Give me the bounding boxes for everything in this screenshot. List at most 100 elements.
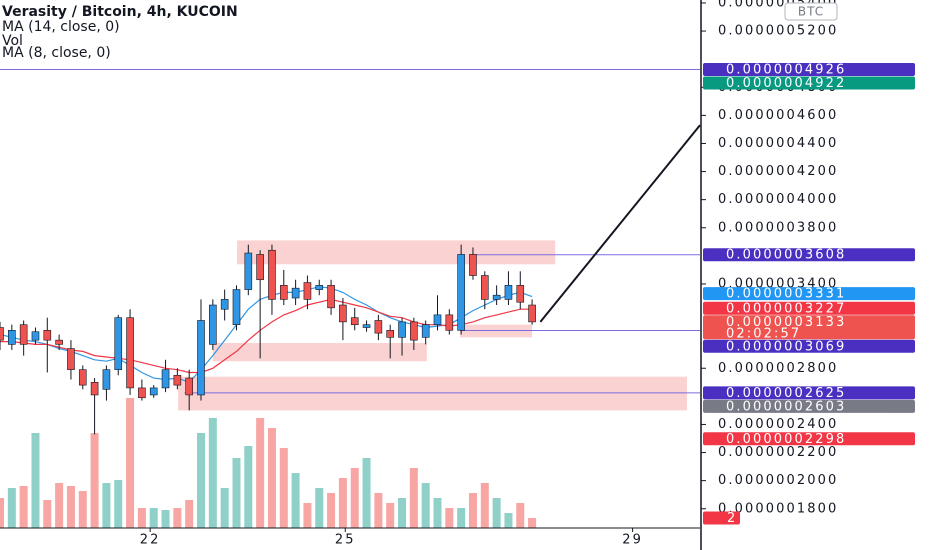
legend-entry: Vol — [2, 33, 23, 49]
y-tick-label: 0.0000002200 — [718, 445, 838, 460]
price-badge — [703, 287, 915, 301]
currency-badge — [784, 2, 838, 21]
candle-body — [279, 285, 288, 300]
candle-body — [90, 382, 99, 396]
candle-body — [339, 304, 347, 323]
candle-body — [0, 327, 4, 341]
volume-bar — [197, 433, 206, 528]
ma-line — [0, 298, 533, 374]
candle-body — [516, 285, 525, 303]
volume-bar — [374, 493, 383, 528]
price-badge-label: 0.0000004922 — [726, 76, 846, 91]
candle-body — [492, 294, 501, 300]
candle-body — [362, 324, 371, 328]
candle-body — [244, 252, 253, 290]
price-badge-label: 0.0000003608 — [726, 248, 846, 263]
volume-bar — [126, 398, 135, 528]
price-badge-label: 0.0000002603 — [726, 399, 846, 414]
candle-body — [480, 275, 489, 300]
y-tick-label: 0.0000002800 — [718, 361, 838, 376]
volume-bar — [149, 508, 158, 528]
candle-body — [232, 289, 241, 325]
candle-body — [374, 320, 383, 334]
candle-body — [78, 369, 87, 386]
zone — [178, 376, 687, 411]
volume-bar — [362, 458, 371, 528]
legend-entry: MA (14, close, 0) — [2, 19, 120, 35]
candle-body — [268, 249, 276, 300]
candle-body — [457, 254, 465, 331]
zone — [459, 324, 533, 338]
y-tick-label: 0.0000004200 — [718, 164, 838, 179]
volume-bar — [398, 498, 407, 528]
volume-badge-label: 2 — [727, 511, 737, 526]
price-badge-label: 0.0000004926 — [726, 63, 846, 78]
volume-bar — [386, 503, 395, 528]
candle-body — [138, 387, 146, 399]
volume-bar — [445, 508, 454, 528]
volume-bar — [208, 418, 217, 528]
volume-bar — [19, 486, 28, 528]
candle-body — [327, 285, 335, 309]
volume-bar — [528, 518, 537, 528]
candle-body — [445, 314, 454, 331]
x-tick-label: 29 — [622, 533, 643, 548]
volume-bar — [114, 480, 123, 528]
price-badge — [703, 339, 915, 353]
candle-body — [102, 369, 111, 390]
volume-bar — [480, 483, 489, 528]
candle-body — [469, 254, 477, 276]
candle-body — [149, 387, 158, 396]
volume-bar — [303, 503, 312, 528]
volume-bar — [244, 446, 253, 528]
candle-body — [528, 304, 536, 323]
volume-bar — [327, 493, 336, 528]
y-tick-label: 0.0000002400 — [718, 417, 838, 432]
volume-bar — [504, 513, 513, 528]
y-tick-label: 0.0000004000 — [718, 192, 838, 207]
candle-body — [220, 299, 229, 310]
volume-bar — [220, 488, 229, 528]
volume-badge — [703, 511, 740, 525]
volume-bar — [7, 488, 16, 528]
candle-body — [504, 285, 513, 300]
candle-body — [433, 314, 442, 325]
candle-body — [315, 285, 324, 290]
zone — [237, 240, 556, 265]
volume-bar — [43, 500, 52, 528]
volume-bar — [516, 503, 525, 528]
candle-body — [197, 320, 205, 396]
price-badge — [703, 386, 915, 400]
y-tick-label: 0.0000004400 — [718, 136, 838, 151]
price-badge — [703, 301, 915, 315]
price-badge-label: 0.0000003331 — [726, 287, 846, 302]
volume-bar — [291, 473, 300, 528]
price-badge — [703, 76, 915, 90]
volume-bar — [185, 500, 194, 528]
candle-body — [303, 282, 312, 300]
candle-body — [291, 287, 300, 299]
price-badge-label: 0.0000003227 — [726, 301, 846, 316]
volume-bar — [161, 510, 170, 528]
y-tick-label: 0.0000001800 — [718, 501, 838, 516]
volume-bar — [421, 483, 430, 528]
volume-bar — [31, 433, 40, 528]
candle-body — [114, 317, 123, 370]
volume-bar — [409, 468, 418, 528]
volume-bar — [492, 498, 501, 528]
volume-bar — [256, 418, 265, 528]
y-tick-label: 0.0000005400 — [718, 0, 838, 10]
volume-bar — [279, 448, 288, 528]
price-badge — [703, 63, 915, 77]
price-badge — [703, 399, 915, 413]
x-tick-label: 25 — [335, 533, 356, 548]
y-tick-label: 0.0000003800 — [718, 220, 838, 235]
candle-body — [126, 317, 134, 389]
candle-body — [421, 324, 430, 338]
volume-bar — [90, 433, 99, 528]
price-badge — [703, 432, 915, 446]
candle-body — [350, 317, 359, 325]
candle-body — [410, 321, 418, 341]
volume-bar — [102, 483, 111, 528]
